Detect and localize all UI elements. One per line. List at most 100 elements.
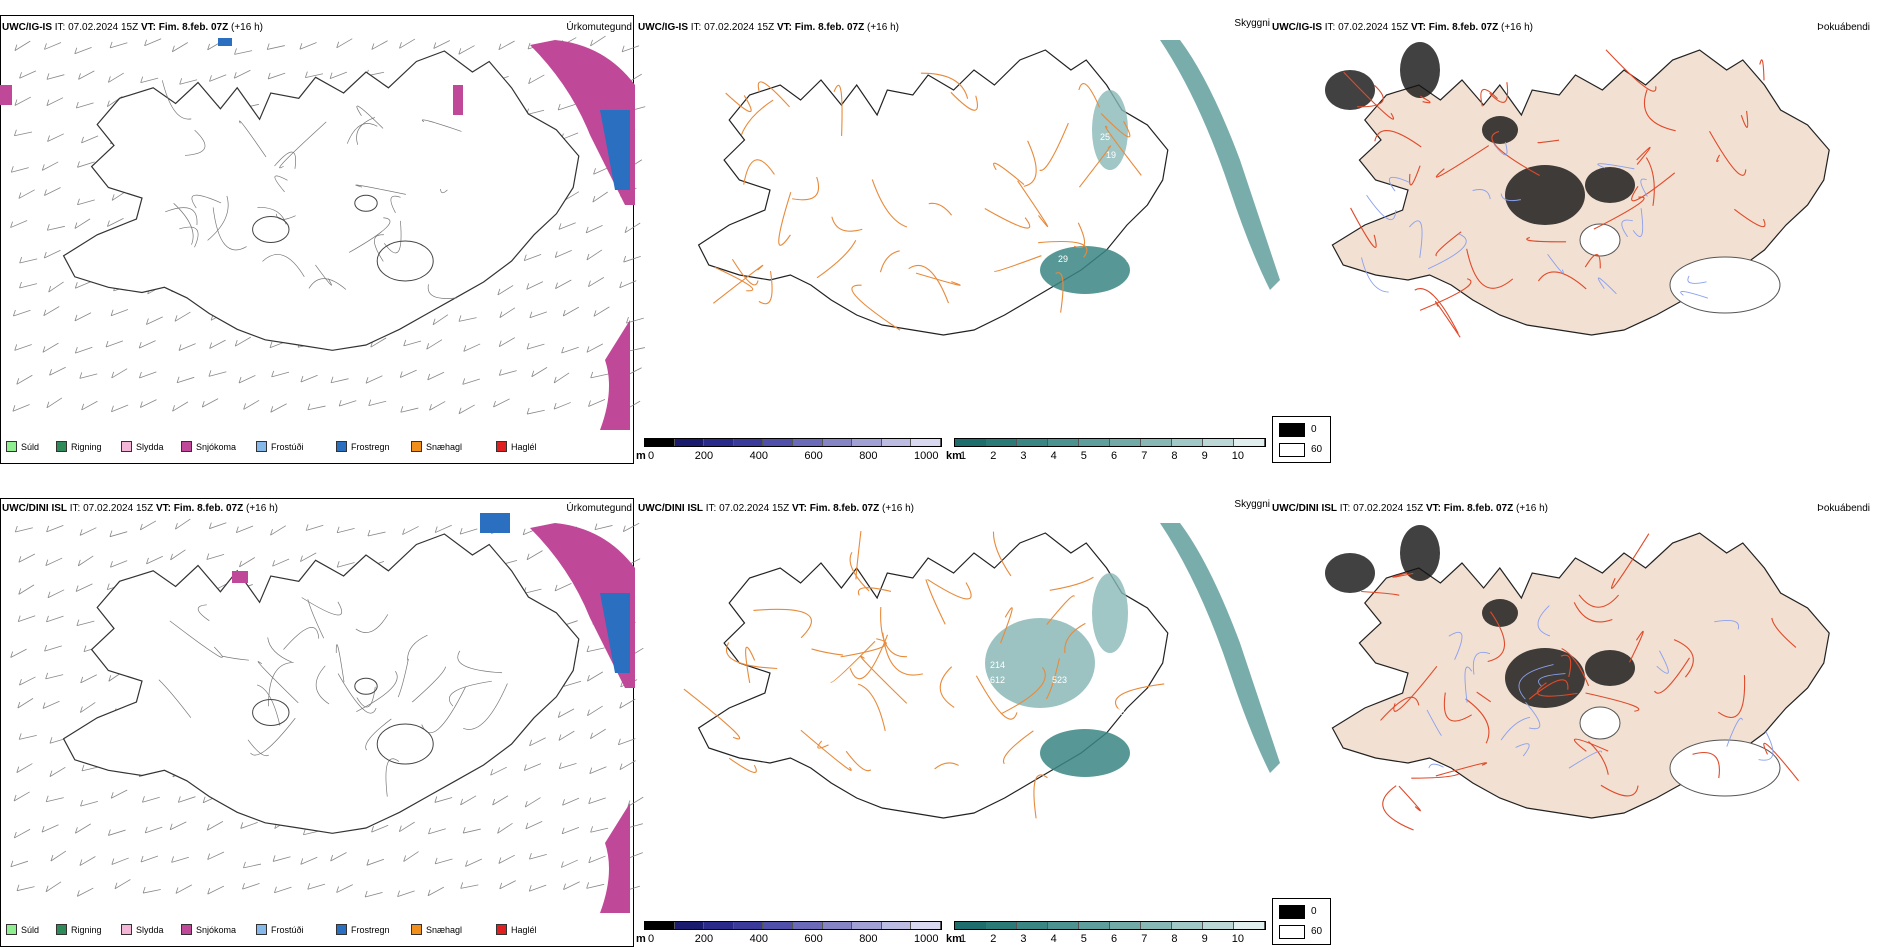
wind-barb	[75, 280, 93, 289]
wind-barb-flag	[562, 309, 566, 317]
wind-barb-flag	[555, 282, 558, 289]
wind-barb-flag	[627, 800, 631, 807]
legend-swatch	[6, 441, 17, 452]
road	[925, 579, 946, 625]
wind-barb-flag	[14, 525, 18, 533]
legend-label: Snæhagl	[426, 442, 463, 452]
wind-barb-flag	[45, 885, 49, 892]
road	[1023, 140, 1037, 187]
legend-label: Súld	[21, 925, 40, 935]
river	[1687, 275, 1707, 284]
wind-barb-flag	[590, 371, 594, 379]
wind-barb-flag	[42, 702, 46, 709]
wind-barb-flag	[529, 852, 532, 860]
wind-barb	[433, 40, 451, 49]
colorbar-tick: 10	[1231, 450, 1245, 462]
wind-barb	[18, 615, 36, 623]
wind-barb-flag	[623, 255, 627, 263]
wind-barb-flag	[207, 853, 211, 860]
road	[830, 640, 876, 683]
vt-label: VT:	[776, 22, 792, 33]
colorbar-tick: 1000	[914, 933, 939, 945]
wind-barb-flag	[109, 530, 113, 537]
fog-title-row1: Þokuábendi	[1817, 22, 1870, 33]
legend-label: Haglél	[511, 925, 537, 935]
wind-barb-flag	[10, 221, 13, 228]
cloud-base-colorbar-row1: m 0 200 400 600 800 1000	[636, 438, 944, 462]
wind-barb	[370, 337, 387, 348]
wind-barb	[140, 520, 157, 531]
wind-barb	[559, 763, 577, 769]
road	[1350, 207, 1377, 248]
wind-barb	[499, 307, 516, 318]
road	[427, 284, 457, 299]
wind-barb	[529, 853, 547, 860]
wind-barb-flag	[207, 887, 211, 895]
wind-barb-flag	[238, 376, 242, 384]
wind-barb-flag	[48, 285, 52, 293]
colorbar-tick: 400	[749, 450, 768, 462]
wind-barb-flag	[498, 369, 502, 376]
precip-panel-row1	[0, 12, 640, 464]
wind-barb	[242, 883, 260, 890]
wind-barb-flag	[171, 45, 175, 52]
road	[1038, 240, 1088, 258]
river	[1621, 219, 1633, 238]
wind-barb	[178, 796, 196, 803]
wind-barb-flag	[490, 769, 494, 776]
wind-barb-flag	[462, 378, 466, 385]
wind-barb-flag	[206, 824, 210, 831]
legend-swatch	[496, 441, 507, 452]
wind-barb	[590, 827, 609, 833]
wind-barb-flag	[427, 373, 431, 381]
wind-barb	[460, 884, 479, 889]
wind-barb-flag	[75, 585, 79, 592]
wind-barb	[498, 40, 515, 51]
wind-barb-flag	[303, 828, 306, 835]
legend-item-súld: Súld	[6, 924, 39, 936]
wind-barb	[558, 708, 575, 718]
road	[1561, 648, 1590, 687]
wind-barb	[176, 376, 195, 384]
legend-item-haglél: Haglél	[496, 924, 537, 936]
wind-barb-flag	[18, 192, 22, 199]
colorbar-tick: 10	[1231, 933, 1245, 945]
low-visibility-area	[1040, 246, 1130, 294]
road	[731, 258, 759, 286]
visibility-colorbar-row2: km 1 2 3 4 5 6 7 8 9 10	[946, 921, 1268, 945]
road	[191, 194, 222, 209]
road	[161, 80, 192, 120]
wind-barb-flag	[554, 251, 558, 258]
snow-area	[530, 40, 635, 205]
road	[356, 117, 376, 145]
legend-label: Snæhagl	[426, 925, 463, 935]
wind-barb	[366, 858, 384, 866]
wind-barb	[107, 217, 124, 227]
wind-barb-flag	[208, 522, 212, 529]
road	[412, 666, 446, 703]
wind-barb-flag	[300, 858, 304, 865]
wind-barb-flag	[588, 856, 592, 863]
wind-barb	[109, 42, 128, 49]
wind-barb-flag	[529, 311, 533, 318]
run-header-row1-b: UWC/IG-IS IT: 07.02.2024 15Z VT: Fim. 8.…	[638, 22, 899, 34]
wind-barb	[80, 674, 97, 684]
wind-barb	[46, 797, 64, 803]
precip-frame	[0, 15, 634, 464]
wind-barb-flag	[41, 826, 45, 833]
wind-barb	[78, 70, 95, 80]
wind-barb	[46, 524, 64, 533]
cloud-base-label: 19	[1106, 150, 1116, 160]
wind-barb	[140, 77, 159, 84]
wind-barb	[588, 277, 605, 288]
legend-swatch	[256, 441, 267, 452]
wind-barb	[460, 795, 477, 806]
wind-barb	[399, 38, 416, 49]
colorbar-cell	[1203, 439, 1234, 446]
road	[712, 264, 764, 304]
wind-barb	[174, 311, 191, 322]
colorbar-tick: 0	[648, 450, 655, 462]
vt-label: VT:	[140, 22, 156, 33]
fog-legend-label: 60	[1311, 926, 1323, 937]
road	[390, 195, 401, 213]
